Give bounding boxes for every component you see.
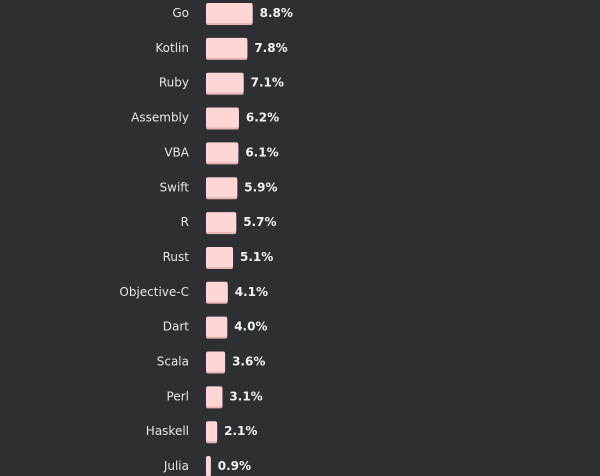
- value-label: 4.0%: [234, 320, 267, 334]
- bar-row: Ruby 7.1%: [159, 72, 284, 95]
- bar-row: Perl 3.1%: [167, 386, 263, 409]
- category-label: Scala: [157, 355, 189, 369]
- category-label: Objective-C: [119, 285, 189, 299]
- bar: [206, 281, 228, 302]
- bar-row: R 5.7%: [181, 212, 276, 235]
- value-label: 6.2%: [246, 111, 279, 125]
- category-label: Assembly: [131, 111, 189, 125]
- chart-rows: Go 8.8% Kotlin 7.8% Ruby 7.1% Assembly 6.2% VBA 6…: [119, 3, 293, 476]
- value-label: 2.1%: [224, 424, 257, 438]
- bar-row: Go 8.8%: [172, 3, 293, 25]
- bar-row: VBA 6.1%: [164, 142, 279, 165]
- bar: [206, 107, 239, 128]
- value-label: 5.9%: [244, 180, 277, 194]
- bar: [206, 421, 218, 442]
- category-label: Rust: [163, 250, 190, 264]
- category-label: Perl: [167, 389, 189, 403]
- category-label: Swift: [160, 180, 190, 194]
- value-label: 7.1%: [251, 76, 284, 90]
- category-label: VBA: [164, 145, 189, 159]
- bar-row: Dart 4.0%: [163, 316, 267, 339]
- bar-row: Scala 3.6%: [157, 351, 265, 374]
- value-label: 3.6%: [232, 355, 265, 369]
- category-label: Julia: [163, 459, 189, 473]
- bar-row: Julia 0.9%: [163, 456, 251, 476]
- bar-row: Objective-C 4.1%: [119, 281, 268, 304]
- bar: [206, 72, 244, 93]
- bar: [206, 316, 228, 337]
- value-label: 8.8%: [260, 6, 293, 20]
- bar: [206, 3, 253, 23]
- bar: [206, 351, 226, 372]
- value-label: 5.7%: [243, 215, 276, 229]
- bar: [206, 246, 234, 267]
- category-label: Kotlin: [155, 41, 189, 55]
- bar: [206, 177, 238, 198]
- category-label: R: [181, 215, 189, 229]
- bar-row: Swift 5.9%: [160, 177, 278, 200]
- value-label: 7.8%: [254, 41, 287, 55]
- category-label: Go: [172, 6, 189, 20]
- category-label: Dart: [163, 320, 190, 334]
- bar: [206, 212, 237, 233]
- category-label: Haskell: [146, 424, 189, 438]
- value-label: 0.9%: [218, 459, 251, 473]
- bar-row: Kotlin 7.8%: [155, 37, 288, 60]
- value-label: 3.1%: [229, 389, 262, 403]
- category-label: Ruby: [159, 76, 189, 90]
- value-label: 6.1%: [245, 145, 278, 159]
- bar: [206, 386, 223, 407]
- bar: [206, 142, 239, 163]
- bar: [206, 37, 248, 58]
- bar-row: Rust 5.1%: [163, 246, 273, 269]
- value-label: 5.1%: [240, 250, 273, 264]
- bar-row: Assembly 6.2%: [131, 107, 279, 130]
- bar: [206, 456, 211, 476]
- bar-row: Haskell 2.1%: [146, 421, 257, 444]
- value-label: 4.1%: [235, 285, 268, 299]
